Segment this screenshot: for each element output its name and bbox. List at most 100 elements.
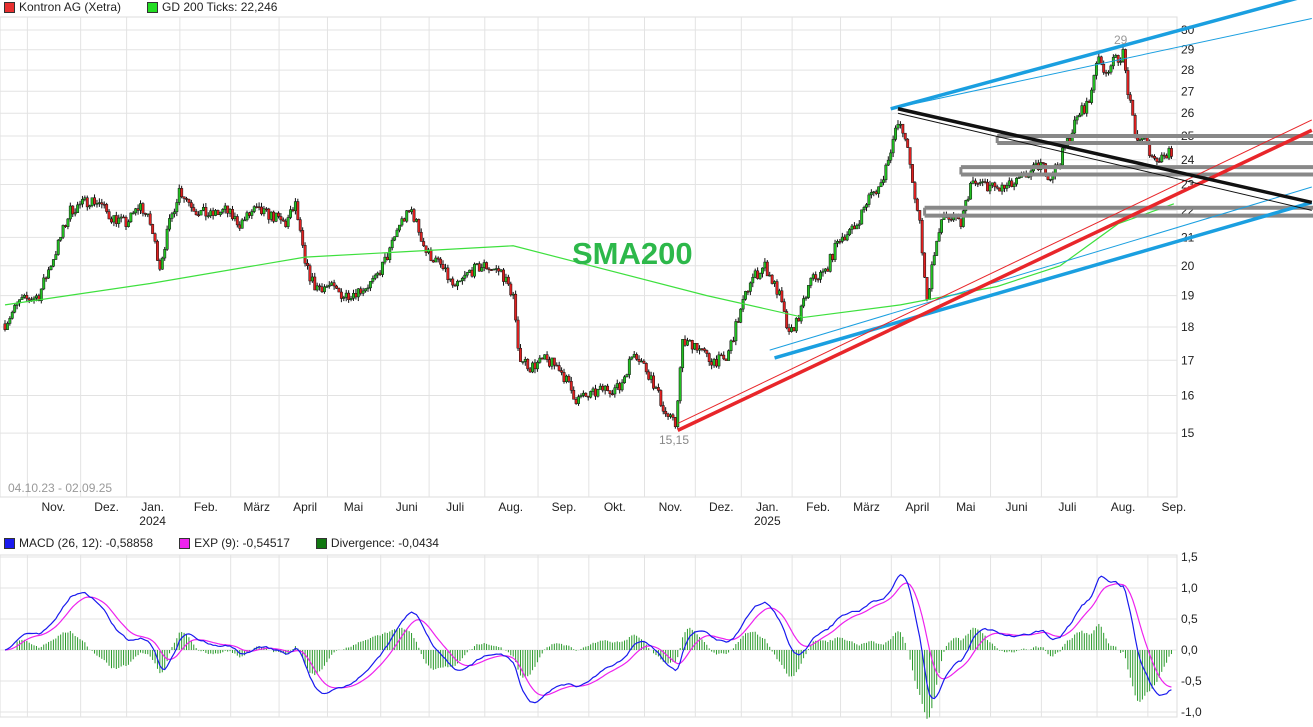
sma200-label: SMA200 [572, 236, 693, 271]
candle-down [1153, 156, 1156, 159]
date-range: 04.10.23 - 02.09.25 [8, 481, 113, 495]
candle-down [320, 286, 324, 293]
candle-down [959, 218, 963, 227]
candle-down [1155, 158, 1159, 162]
candle-down [247, 212, 251, 216]
candle-up [833, 243, 837, 260]
candle-up [163, 249, 167, 259]
candle-down [337, 288, 341, 293]
candle-up [10, 311, 14, 319]
candle-up [499, 269, 503, 272]
price-chart[interactable]: 15161718192021222324252627282930Nov.Dez.… [0, 0, 1313, 530]
candle-up [1138, 139, 1142, 141]
candle-up [172, 211, 176, 215]
candle-down [291, 209, 295, 212]
x-tick-label: Okt. [604, 500, 626, 514]
candle-down [715, 359, 718, 367]
candle-down [509, 283, 513, 296]
candle-up [342, 297, 346, 299]
candle-down [485, 262, 489, 270]
candle-up [763, 261, 767, 269]
candle-up [22, 295, 26, 298]
candle-up [206, 215, 210, 218]
candle-up [468, 269, 472, 273]
candle-down [911, 164, 914, 183]
candle-down [606, 385, 610, 391]
candle-down [647, 371, 651, 380]
candle-up [482, 262, 486, 268]
candle-up [458, 280, 462, 283]
candle-up [139, 203, 142, 211]
candle-up [42, 277, 46, 290]
candle-down [487, 268, 491, 271]
y-tick-label: 15 [1181, 426, 1195, 440]
candle-up [823, 268, 827, 272]
candle-up [381, 261, 384, 275]
candle-up [896, 124, 900, 129]
x-tick-label: Aug. [498, 500, 523, 514]
candle-up [1114, 55, 1118, 58]
candle-down [44, 277, 48, 280]
candle-down [143, 212, 147, 215]
candle-down [419, 232, 423, 242]
candle-up [577, 396, 580, 404]
candle-up [940, 219, 943, 233]
candle-up [1017, 177, 1021, 179]
candle-down [107, 211, 111, 220]
candle-up [809, 277, 813, 286]
candle-down [1131, 99, 1135, 116]
candle-up [56, 239, 60, 255]
candle-up [848, 229, 852, 236]
candle-down [151, 224, 155, 234]
candle-up [395, 229, 399, 237]
candle-down [690, 340, 694, 350]
candle-up [390, 239, 394, 249]
candle-up [214, 210, 217, 216]
candle-up [630, 356, 634, 360]
legend-exp: EXP (9): -0,54517 [179, 536, 290, 550]
x-tick-label: Nov. [42, 500, 66, 514]
candle-up [146, 213, 150, 216]
candle-down [407, 210, 411, 213]
candle-up [632, 354, 636, 358]
candle-up [727, 350, 731, 361]
signal-line [4, 582, 1172, 696]
candle-down [843, 236, 847, 241]
candle-down [1169, 148, 1173, 157]
candle-up [1000, 184, 1004, 192]
candle-down [702, 348, 706, 351]
x-tick-label: März [853, 500, 880, 514]
candle-down [308, 265, 312, 282]
candle-down [986, 181, 989, 192]
candle-up [90, 197, 94, 206]
candle-up [376, 272, 380, 276]
candle-down [477, 263, 481, 272]
candle-down [1165, 155, 1169, 159]
candle-up [971, 180, 975, 184]
candle-up [819, 271, 822, 280]
candle-up [543, 354, 547, 360]
candle-up [867, 194, 871, 205]
candle-down [136, 208, 140, 211]
candle-up [473, 263, 476, 277]
legend-price: Kontron AG (Xetra) [4, 0, 121, 14]
candle-up [170, 213, 174, 219]
candle-up [889, 152, 893, 161]
candle-down [923, 252, 927, 278]
candle-down [441, 264, 445, 269]
candle-down [306, 262, 309, 266]
macd-y-tick-label: -1,0 [1181, 705, 1202, 719]
legend-label: EXP (9): -0,54517 [194, 536, 290, 550]
candle-up [5, 323, 9, 330]
candle-down [385, 256, 389, 260]
candle-down [533, 362, 537, 370]
candle-up [330, 282, 334, 286]
price-legend: Kontron AG (Xetra) GD 200 Ticks: 22,246 [4, 0, 277, 14]
candle-up [860, 209, 864, 225]
trend-line [897, 112, 1312, 211]
x-tick-label: Juli [446, 500, 464, 514]
candle-down [756, 270, 760, 279]
x-tick-year: 2025 [754, 514, 781, 528]
candle-up [840, 236, 844, 242]
candle-up [368, 281, 372, 289]
